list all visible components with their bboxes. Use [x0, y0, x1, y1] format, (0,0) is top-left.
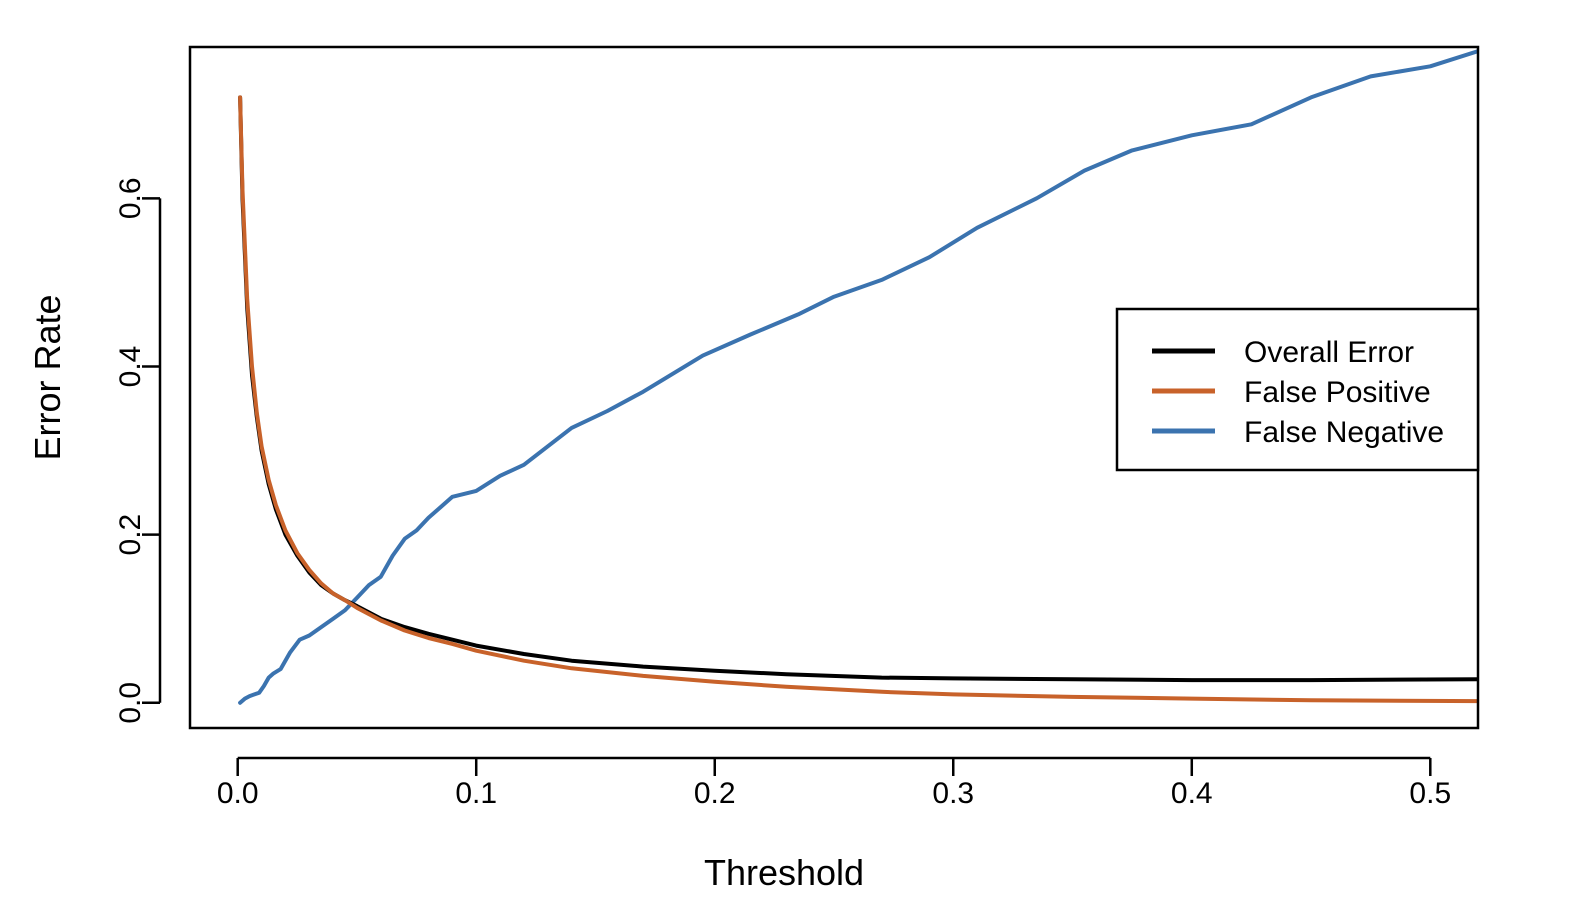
x-axis-title: Threshold [704, 852, 864, 893]
y-tick-label: 0.0 [114, 682, 147, 724]
x-tick-label: 0.2 [694, 777, 736, 810]
legend-label: False Positive [1244, 376, 1431, 409]
y-tick-label: 0.4 [114, 346, 147, 388]
series-layer [238, 49, 1478, 705]
y-axis-title: Error Rate [27, 294, 68, 460]
legend-label: False Negative [1244, 416, 1444, 449]
x-tick-label: 0.3 [932, 777, 974, 810]
x-axis: 0.0 0.1 0.2 0.3 0.4 0.5 [217, 756, 1451, 810]
legend-label: Overall Error [1244, 336, 1414, 369]
y-tick-label: 0.6 [114, 177, 147, 219]
series-line-false-positive [238, 95, 1478, 704]
x-tick-label: 0.4 [1171, 777, 1213, 810]
y-axis: 0.0 0.2 0.4 0.6 [114, 177, 162, 724]
legend: Overall Error False Positive False Negativ… [1115, 307, 1480, 472]
series-line-false-negative [238, 49, 1478, 705]
y-tick-label: 0.2 [114, 514, 147, 556]
x-tick-label: 0.0 [217, 777, 259, 810]
x-tick-label: 0.1 [455, 777, 497, 810]
x-tick-label: 0.5 [1409, 777, 1451, 810]
